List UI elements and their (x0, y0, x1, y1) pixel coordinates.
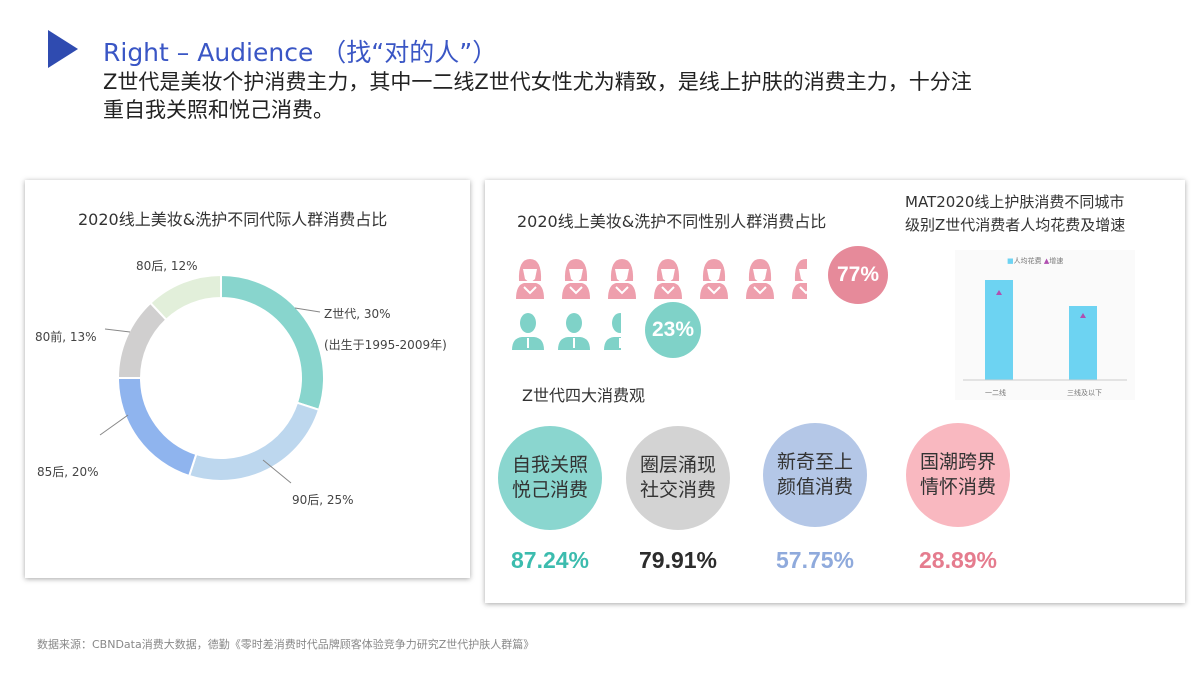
triangle-bullet-icon (48, 30, 78, 68)
donut-label-80before: 80前, 13% (35, 330, 97, 344)
x-label-tier12: 一二线 (985, 389, 1006, 397)
legend-spend: 人均花费 (1013, 257, 1042, 265)
donut-slice (116, 301, 168, 379)
female-person-icon (792, 259, 807, 299)
value-line1: 国潮跨界 (919, 451, 996, 473)
female-share-badge: 77% (828, 246, 888, 304)
donut-chart (99, 273, 325, 484)
growth-marker (996, 290, 1002, 295)
value-line2: 情怀消费 (919, 476, 996, 498)
city-bars (963, 280, 1127, 381)
female-person-icon (746, 259, 774, 299)
donut-leader-line (99, 414, 129, 436)
female-person-icon (654, 259, 682, 299)
value-line1: 新奇至上 (776, 451, 853, 473)
female-person-icon (562, 259, 590, 299)
value-percentage: 79.91% (638, 547, 717, 573)
city-chart-title-2: 级别Z世代消费者人均花费及增速 (905, 216, 1126, 234)
value-circle: 圈层涌现 社交消费 (626, 426, 730, 530)
value-percentage: 28.89% (918, 547, 997, 573)
donut-slice (149, 273, 222, 322)
value-line2: 社交消费 (639, 479, 716, 501)
female-person-icon (608, 259, 636, 299)
donut-leader-line (294, 307, 321, 313)
donut-slice (220, 273, 325, 412)
growth-marker (1080, 313, 1086, 318)
male-person-icon (512, 313, 544, 350)
donut-title: 2020线上美妆&洗护不同代际人群消费占比 (78, 210, 388, 229)
donut-slice (116, 377, 198, 478)
female-person-icon (516, 259, 544, 299)
slide-title: Right – Audience （找“对的人”） (103, 38, 498, 67)
spend-bar (1069, 306, 1097, 380)
spend-bar (985, 280, 1013, 380)
value-line1: 自我关照 (511, 454, 588, 476)
value-circle: 国潮跨界 情怀消费 (906, 423, 1010, 527)
female-person-icon (700, 259, 728, 299)
value-circle: 自我关照 悦己消费 (498, 426, 602, 530)
subtitle-line-1: Z世代是美妆个护消费主力，其中一二线Z世代女性尤为精致，是线上护肤的消费主力，十… (103, 70, 972, 94)
male-icon-row (508, 308, 621, 350)
donut-label-90: 90后, 25% (292, 493, 354, 507)
donut-label-80after: 80后, 12% (136, 259, 198, 273)
value-percentage: 57.75% (775, 547, 854, 573)
female-icon-row (510, 255, 807, 299)
subtitle-line-2: 重自我关照和悦己消费。 (103, 98, 334, 122)
data-source: 数据来源：CBNData消费大数据，德勤《零时差消费时代品牌顾客体验竞争力研究Z… (37, 638, 535, 651)
city-chart-title-1: MAT2020线上护肤消费不同城市 (905, 193, 1125, 211)
legend-growth-triangle-icon: ▲ (1043, 257, 1050, 265)
donut-slice (187, 401, 321, 482)
donut-label-z: Z世代, 30% (324, 307, 391, 321)
male-share-badge: 23% (645, 302, 701, 358)
value-line2: 颜值消费 (776, 476, 853, 498)
value-line1: 圈层涌现 (639, 454, 716, 476)
gender-title: 2020线上美妆&洗护不同性别人群消费占比 (517, 212, 827, 231)
x-label-tier3: 三线及以下 (1067, 389, 1102, 397)
donut-label-85: 85后, 20% (37, 465, 99, 479)
donut-leader-line (104, 328, 131, 333)
city-bar-chart: ■人均花费 ▲增速 一二线 三线及以下 (955, 250, 1135, 400)
value-line2: 悦己消费 (511, 479, 588, 501)
value-circle: 新奇至上 颜值消费 (763, 423, 867, 527)
generation-donut-panel (25, 180, 470, 578)
legend-swatch-spend-icon: ■ (1007, 257, 1014, 265)
values-title: Z世代四大消费观 (522, 386, 645, 405)
donut-leader-line (262, 459, 292, 484)
legend-growth: 增速 (1049, 257, 1064, 265)
male-person-icon (604, 313, 621, 350)
male-person-icon (558, 313, 590, 350)
donut-note-z: (出生于1995-2009年) (324, 338, 447, 352)
value-percentage: 87.24% (510, 547, 589, 573)
